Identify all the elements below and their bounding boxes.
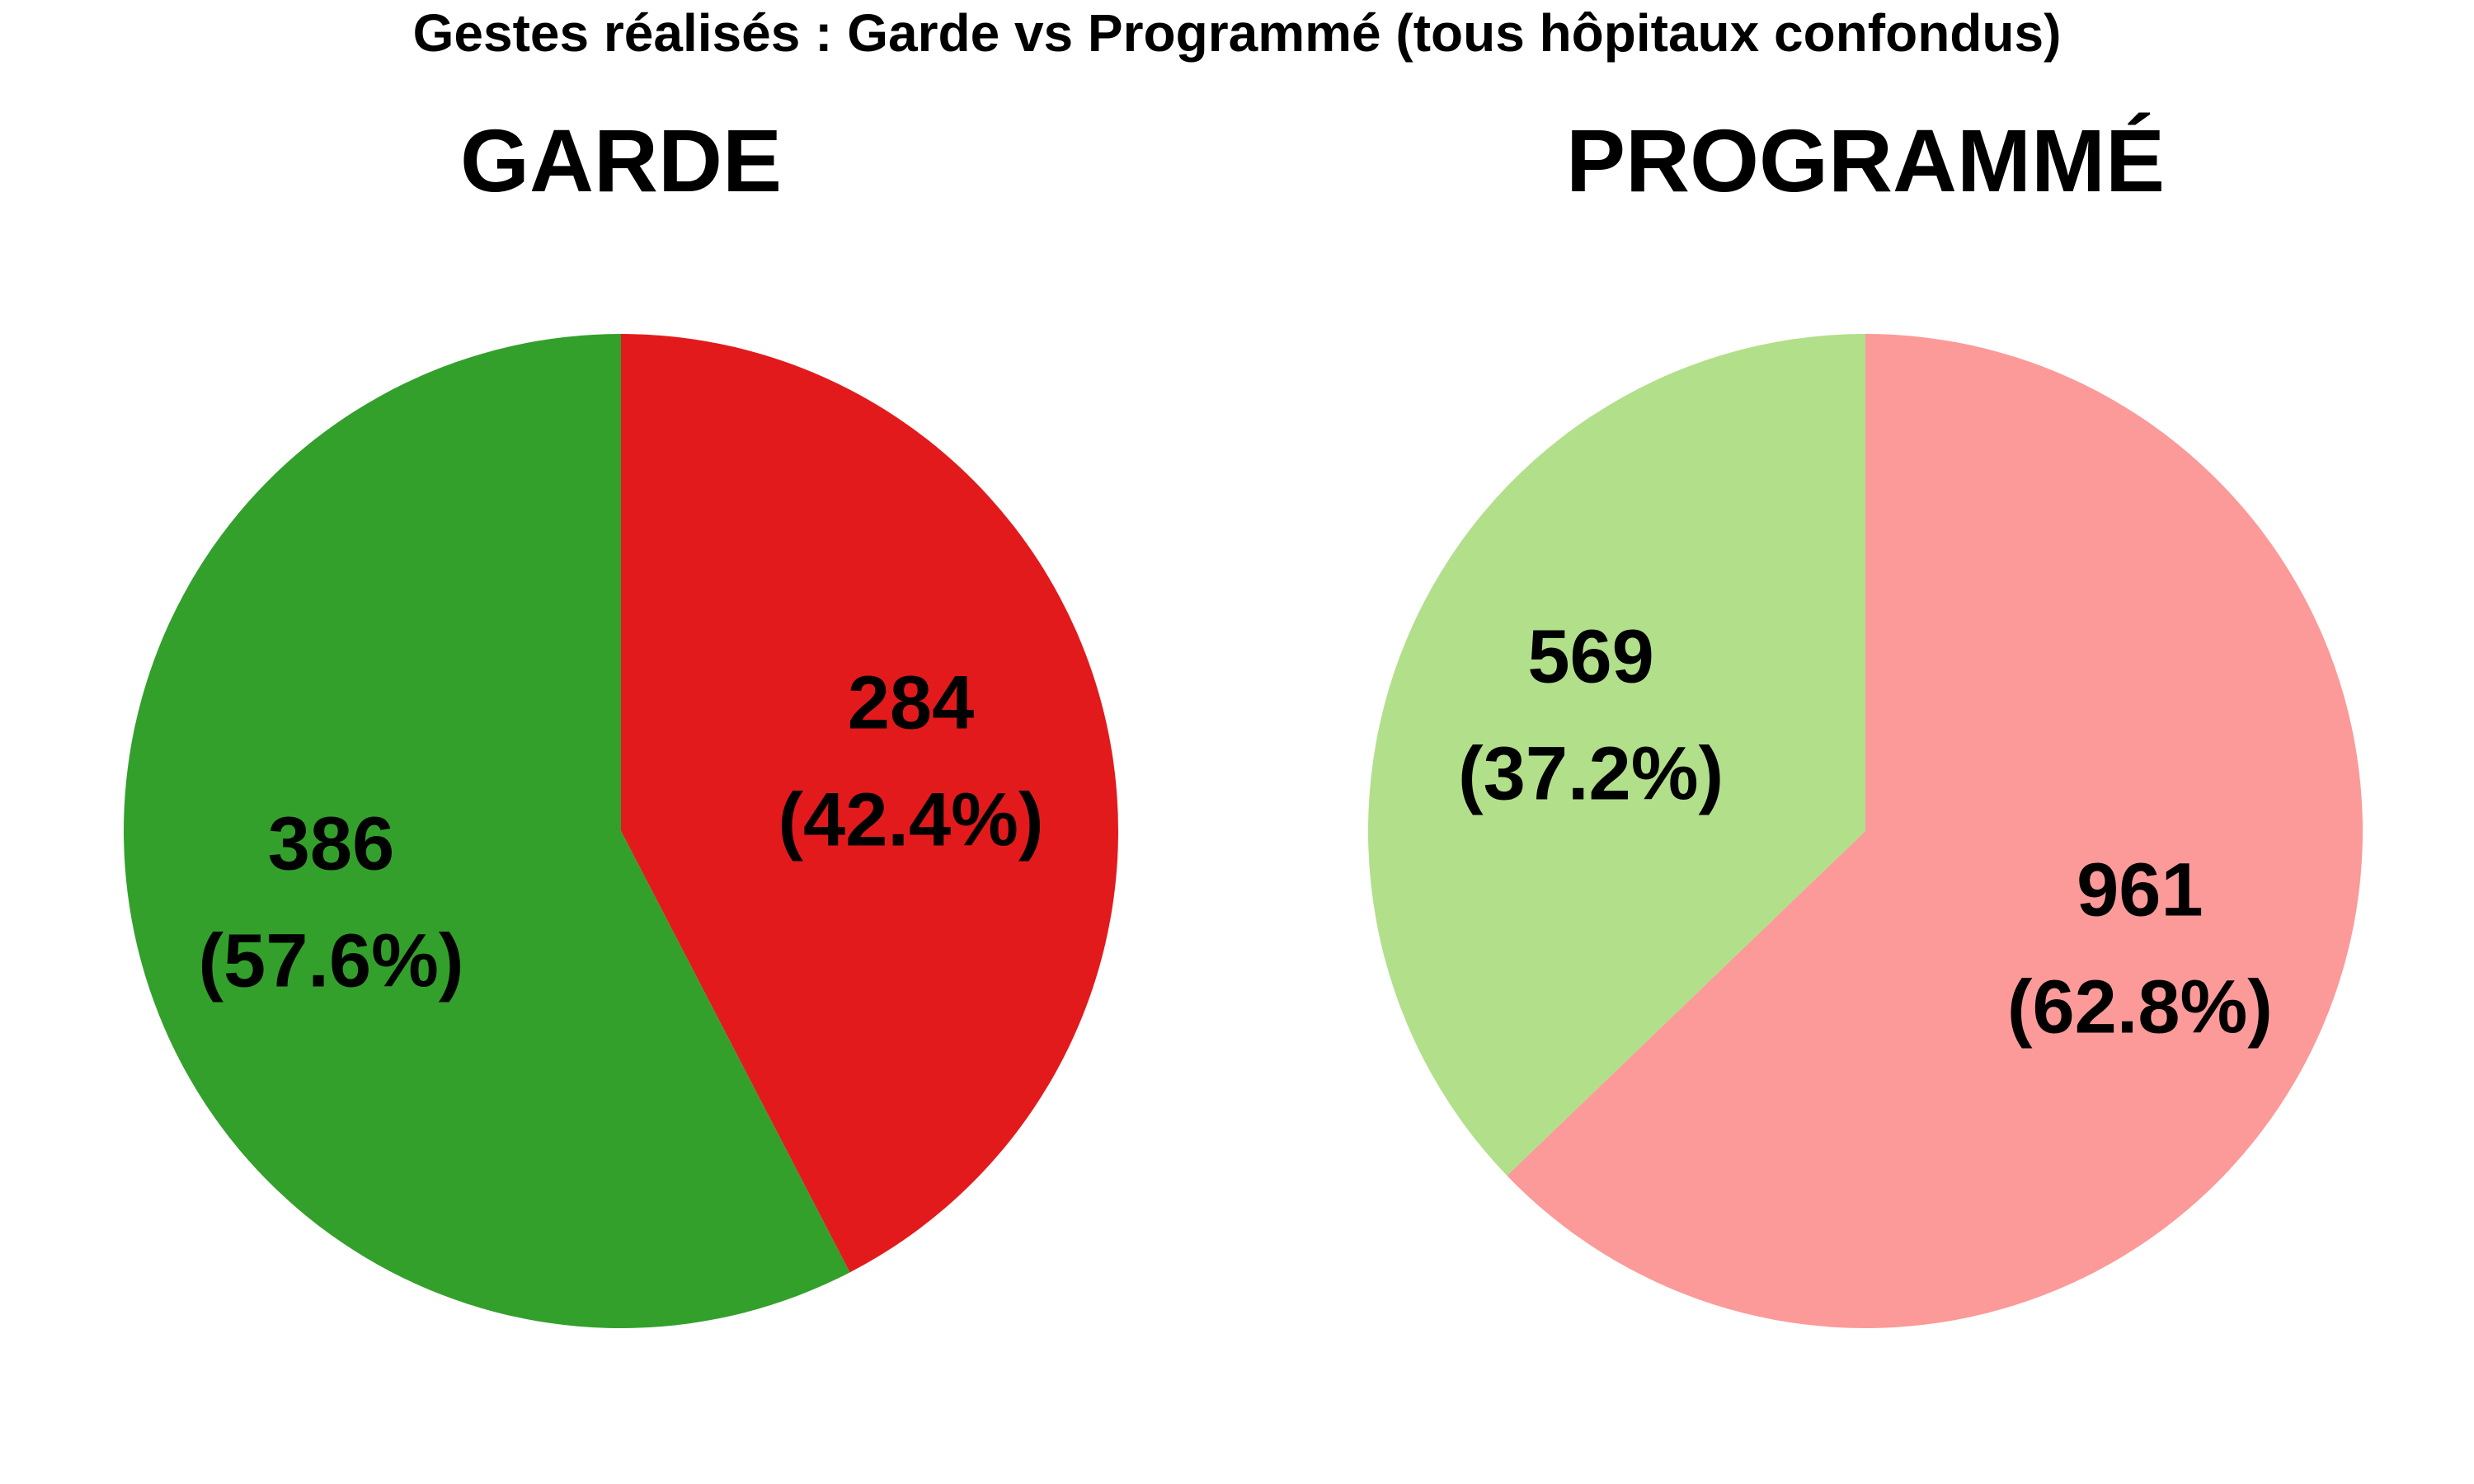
pie-slices-programme bbox=[1368, 334, 2363, 1328]
slice-percent-label-garde-0: (42.4%) bbox=[778, 777, 1043, 862]
slice-value-label-programme-0: 961 bbox=[2077, 848, 2204, 932]
slice-value-label-garde-0: 284 bbox=[848, 660, 975, 744]
pie-title-garde: GARDE bbox=[460, 110, 782, 210]
slice-percent-label-programme-0: (62.8%) bbox=[2007, 965, 2273, 1050]
slice-percent-label-programme-1: (37.2%) bbox=[1458, 731, 1724, 815]
pie-chart-programme: PROGRAMMÉ 961 (62.8%) 569 (37.2%) bbox=[1368, 110, 2363, 1328]
pie-title-programme: PROGRAMMÉ bbox=[1566, 110, 2165, 210]
pie-slice-garde-386 bbox=[123, 334, 850, 1328]
pie-slice-garde-284 bbox=[621, 334, 1118, 1273]
slice-percent-label-garde-1: (57.6%) bbox=[198, 919, 463, 1003]
figure-title: Gestes réalisés : Garde vs Programmé (to… bbox=[413, 3, 2062, 63]
slice-value-label-garde-1: 386 bbox=[268, 802, 395, 886]
slice-value-label-programme-1: 569 bbox=[1527, 614, 1654, 698]
pie-slice-programme-569 bbox=[1368, 334, 1865, 1176]
pie-labels-programme: 961 (62.8%) 569 (37.2%) bbox=[1458, 614, 2273, 1049]
pie-slices-garde bbox=[123, 334, 1118, 1328]
pie-labels-garde: 284 (42.4%) 386 (57.6%) bbox=[198, 660, 1043, 1003]
pie-slice-programme-961 bbox=[1507, 334, 2363, 1328]
pie-chart-garde: GARDE 284 (42.4%) 386 (57.6%) bbox=[123, 110, 1118, 1328]
